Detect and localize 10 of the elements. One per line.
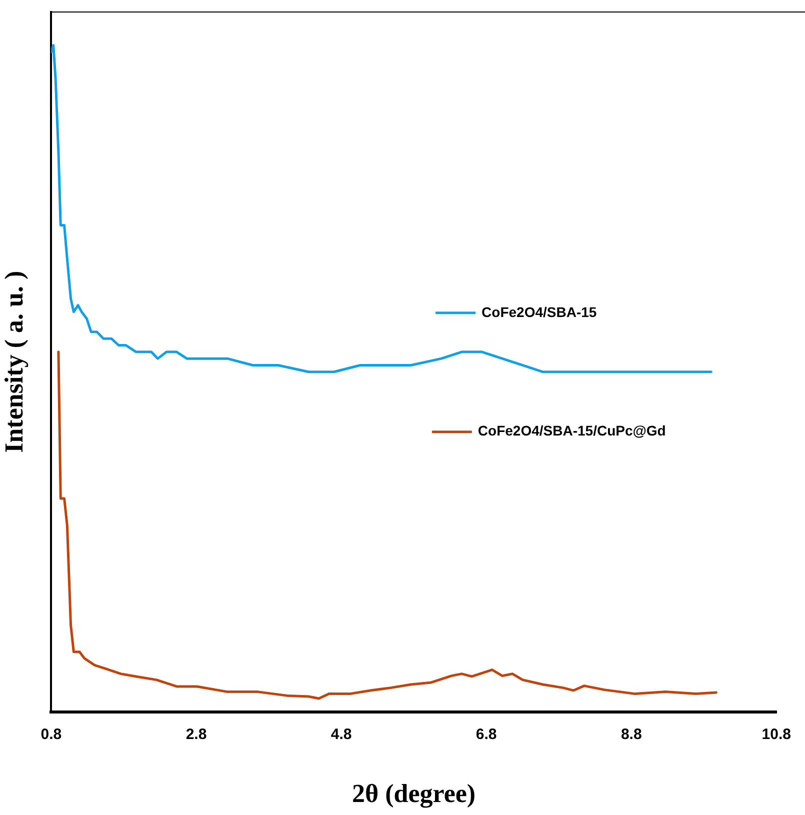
x-tick-label: 2.8 bbox=[186, 726, 207, 743]
x-tick-label: 6.8 bbox=[476, 726, 497, 743]
legend-label: CoFe2O4/SBA-15 bbox=[482, 304, 597, 320]
x-tick-label: 8.8 bbox=[620, 726, 642, 743]
x-axis-title: 2θ (degree) bbox=[352, 779, 476, 808]
legend-label: CoFe2O4/SBA-15/CuPc@Gd bbox=[478, 422, 666, 439]
x-tick-label: 4.8 bbox=[330, 726, 352, 743]
x-tick-label: 0.8 bbox=[40, 726, 62, 743]
x-tick-label: 10.8 bbox=[762, 726, 792, 743]
y-axis-title: Intensity ( a. u. ) bbox=[0, 270, 28, 453]
